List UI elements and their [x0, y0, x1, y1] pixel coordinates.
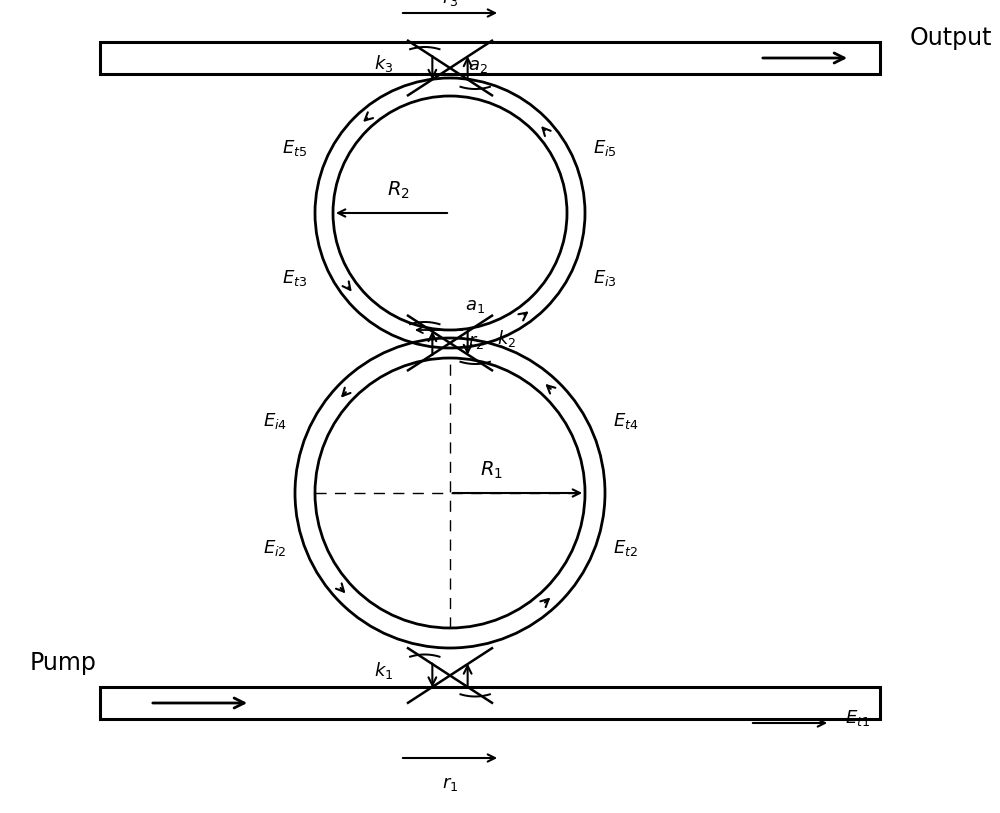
Text: $r_3$: $r_3$ [442, 0, 458, 8]
Text: $E_{t5}$: $E_{t5}$ [282, 138, 307, 158]
Text: $E_{t4}$: $E_{t4}$ [613, 411, 639, 431]
Text: $E_{t2}$: $E_{t2}$ [613, 538, 638, 558]
Text: $E_{t1}$: $E_{t1}$ [845, 708, 870, 728]
Text: $a_2$: $a_2$ [468, 57, 488, 75]
Text: $E_{i2}$: $E_{i2}$ [263, 538, 287, 558]
Text: $R_1$: $R_1$ [480, 459, 503, 481]
Text: $k_1$: $k_1$ [374, 660, 393, 681]
Bar [100, 42, 880, 74]
Text: $k_3$: $k_3$ [374, 53, 393, 73]
Text: $k_2$: $k_2$ [497, 328, 516, 349]
Text: $r_2$: $r_2$ [468, 333, 484, 351]
Text: $a_1$: $a_1$ [465, 297, 485, 315]
Text: $R_2$: $R_2$ [387, 180, 410, 201]
Text: Output: Output [910, 26, 992, 50]
Bar [100, 687, 880, 719]
Text: $E_{i3}$: $E_{i3}$ [593, 268, 617, 288]
Text: $r_1$: $r_1$ [442, 775, 458, 793]
Text: $E_{i5}$: $E_{i5}$ [593, 138, 617, 158]
Text: $E_{i4}$: $E_{i4}$ [263, 411, 287, 431]
Text: Pump: Pump [30, 651, 97, 675]
Text: $E_{t3}$: $E_{t3}$ [282, 268, 307, 288]
